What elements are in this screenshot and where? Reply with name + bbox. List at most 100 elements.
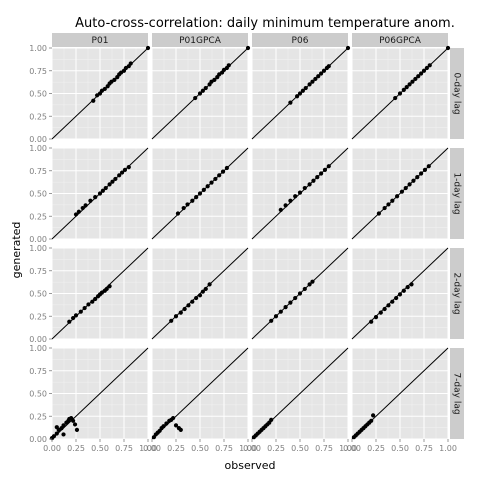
data-point (175, 211, 181, 216)
data-point (100, 188, 105, 193)
x-tick-label: 0.75 (215, 444, 233, 453)
column-strip (352, 33, 448, 47)
data-point (88, 198, 93, 203)
data-point (302, 286, 307, 292)
y-tick-label: 0.00 (29, 335, 47, 344)
data-point (203, 286, 208, 292)
data-point (103, 185, 108, 191)
data-point (421, 68, 427, 73)
data-point (315, 175, 320, 180)
data-point (307, 82, 312, 87)
data-point (297, 91, 303, 96)
data-point (110, 179, 115, 184)
facet-panel (351, 347, 449, 440)
data-point (107, 182, 112, 187)
data-point (407, 182, 412, 187)
facet-panel (351, 147, 449, 240)
data-point (71, 418, 76, 423)
x-tick-label: 0.25 (67, 444, 85, 453)
data-point (117, 173, 122, 178)
x-tick-label: 0.50 (391, 444, 409, 453)
y-tick-label: 0.00 (29, 435, 47, 444)
x-axis-title: observed (225, 459, 276, 472)
data-point (245, 45, 251, 51)
data-point (393, 95, 398, 101)
data-point (200, 289, 205, 294)
data-point (411, 178, 416, 183)
facet-panel (49, 347, 149, 441)
column-strip-label: P06 (292, 36, 309, 46)
data-point (397, 91, 403, 96)
data-point (386, 303, 391, 308)
x-tick-label: 0.00 (143, 444, 161, 453)
panel-grid: P01 P01GPCA P06 P06GPCA 0-day lag 1-day lag 2-… (29, 33, 464, 453)
data-point (371, 413, 376, 418)
y-tick-label: 0.75 (29, 367, 47, 376)
y-tick-label: 0.25 (29, 312, 47, 321)
column-strip-label: P01GPCA (179, 36, 222, 46)
data-point (316, 74, 321, 79)
data-point (182, 306, 187, 312)
data-point (404, 85, 409, 90)
facet-panel (51, 147, 149, 240)
data-point (73, 313, 79, 318)
data-point (82, 305, 87, 311)
data-point (178, 427, 183, 432)
data-point (288, 198, 293, 203)
data-point (173, 314, 179, 319)
data-point (295, 94, 300, 99)
data-point (207, 282, 212, 287)
facet-panel (251, 45, 351, 140)
data-point (193, 95, 198, 101)
data-point (72, 422, 78, 427)
data-point (297, 291, 303, 296)
data-point (382, 205, 387, 211)
data-point (319, 71, 324, 76)
reference-line (351, 147, 449, 240)
data-point (303, 85, 308, 91)
column-strip-label: P01 (92, 36, 109, 46)
x-tick-label: 1.00 (239, 444, 257, 453)
y-tick-label: 0.75 (29, 167, 47, 176)
data-point (300, 88, 305, 93)
data-point (311, 178, 316, 183)
row-strip (450, 348, 464, 439)
data-point (212, 77, 217, 82)
data-point (403, 185, 408, 191)
data-point (74, 427, 80, 432)
data-point (181, 205, 186, 211)
data-point (190, 299, 195, 304)
x-tick-label: 0.50 (291, 444, 309, 453)
data-point (90, 299, 95, 304)
data-point (390, 198, 395, 203)
data-point (407, 82, 412, 87)
data-point (76, 209, 81, 214)
x-tick-label: 0.25 (267, 444, 285, 453)
y-tick-label: 0.50 (29, 190, 47, 199)
data-point (283, 203, 288, 208)
data-point (209, 180, 214, 185)
data-point (409, 282, 414, 287)
data-point (326, 64, 331, 69)
x-tick-label: 0.00 (43, 444, 61, 453)
x-tick-label: 0.75 (115, 444, 133, 453)
data-point (173, 423, 179, 428)
data-point (161, 424, 166, 429)
data-point (321, 68, 327, 73)
data-point (405, 285, 410, 290)
data-point (322, 167, 328, 172)
data-point (78, 309, 83, 314)
x-tick-label: 0.25 (167, 444, 185, 453)
y-tick-label: 1.00 (29, 144, 47, 153)
data-point (113, 176, 118, 182)
data-point (307, 182, 312, 187)
x-tick-label: 0.50 (191, 444, 209, 453)
data-point (97, 191, 103, 196)
facet-panel (251, 147, 349, 240)
data-point (419, 171, 424, 176)
chart-title: Auto-cross-correlation: daily minimum te… (75, 16, 455, 31)
data-point (293, 295, 298, 301)
data-point (93, 195, 98, 200)
data-point (126, 165, 131, 170)
column-strip (52, 33, 148, 47)
